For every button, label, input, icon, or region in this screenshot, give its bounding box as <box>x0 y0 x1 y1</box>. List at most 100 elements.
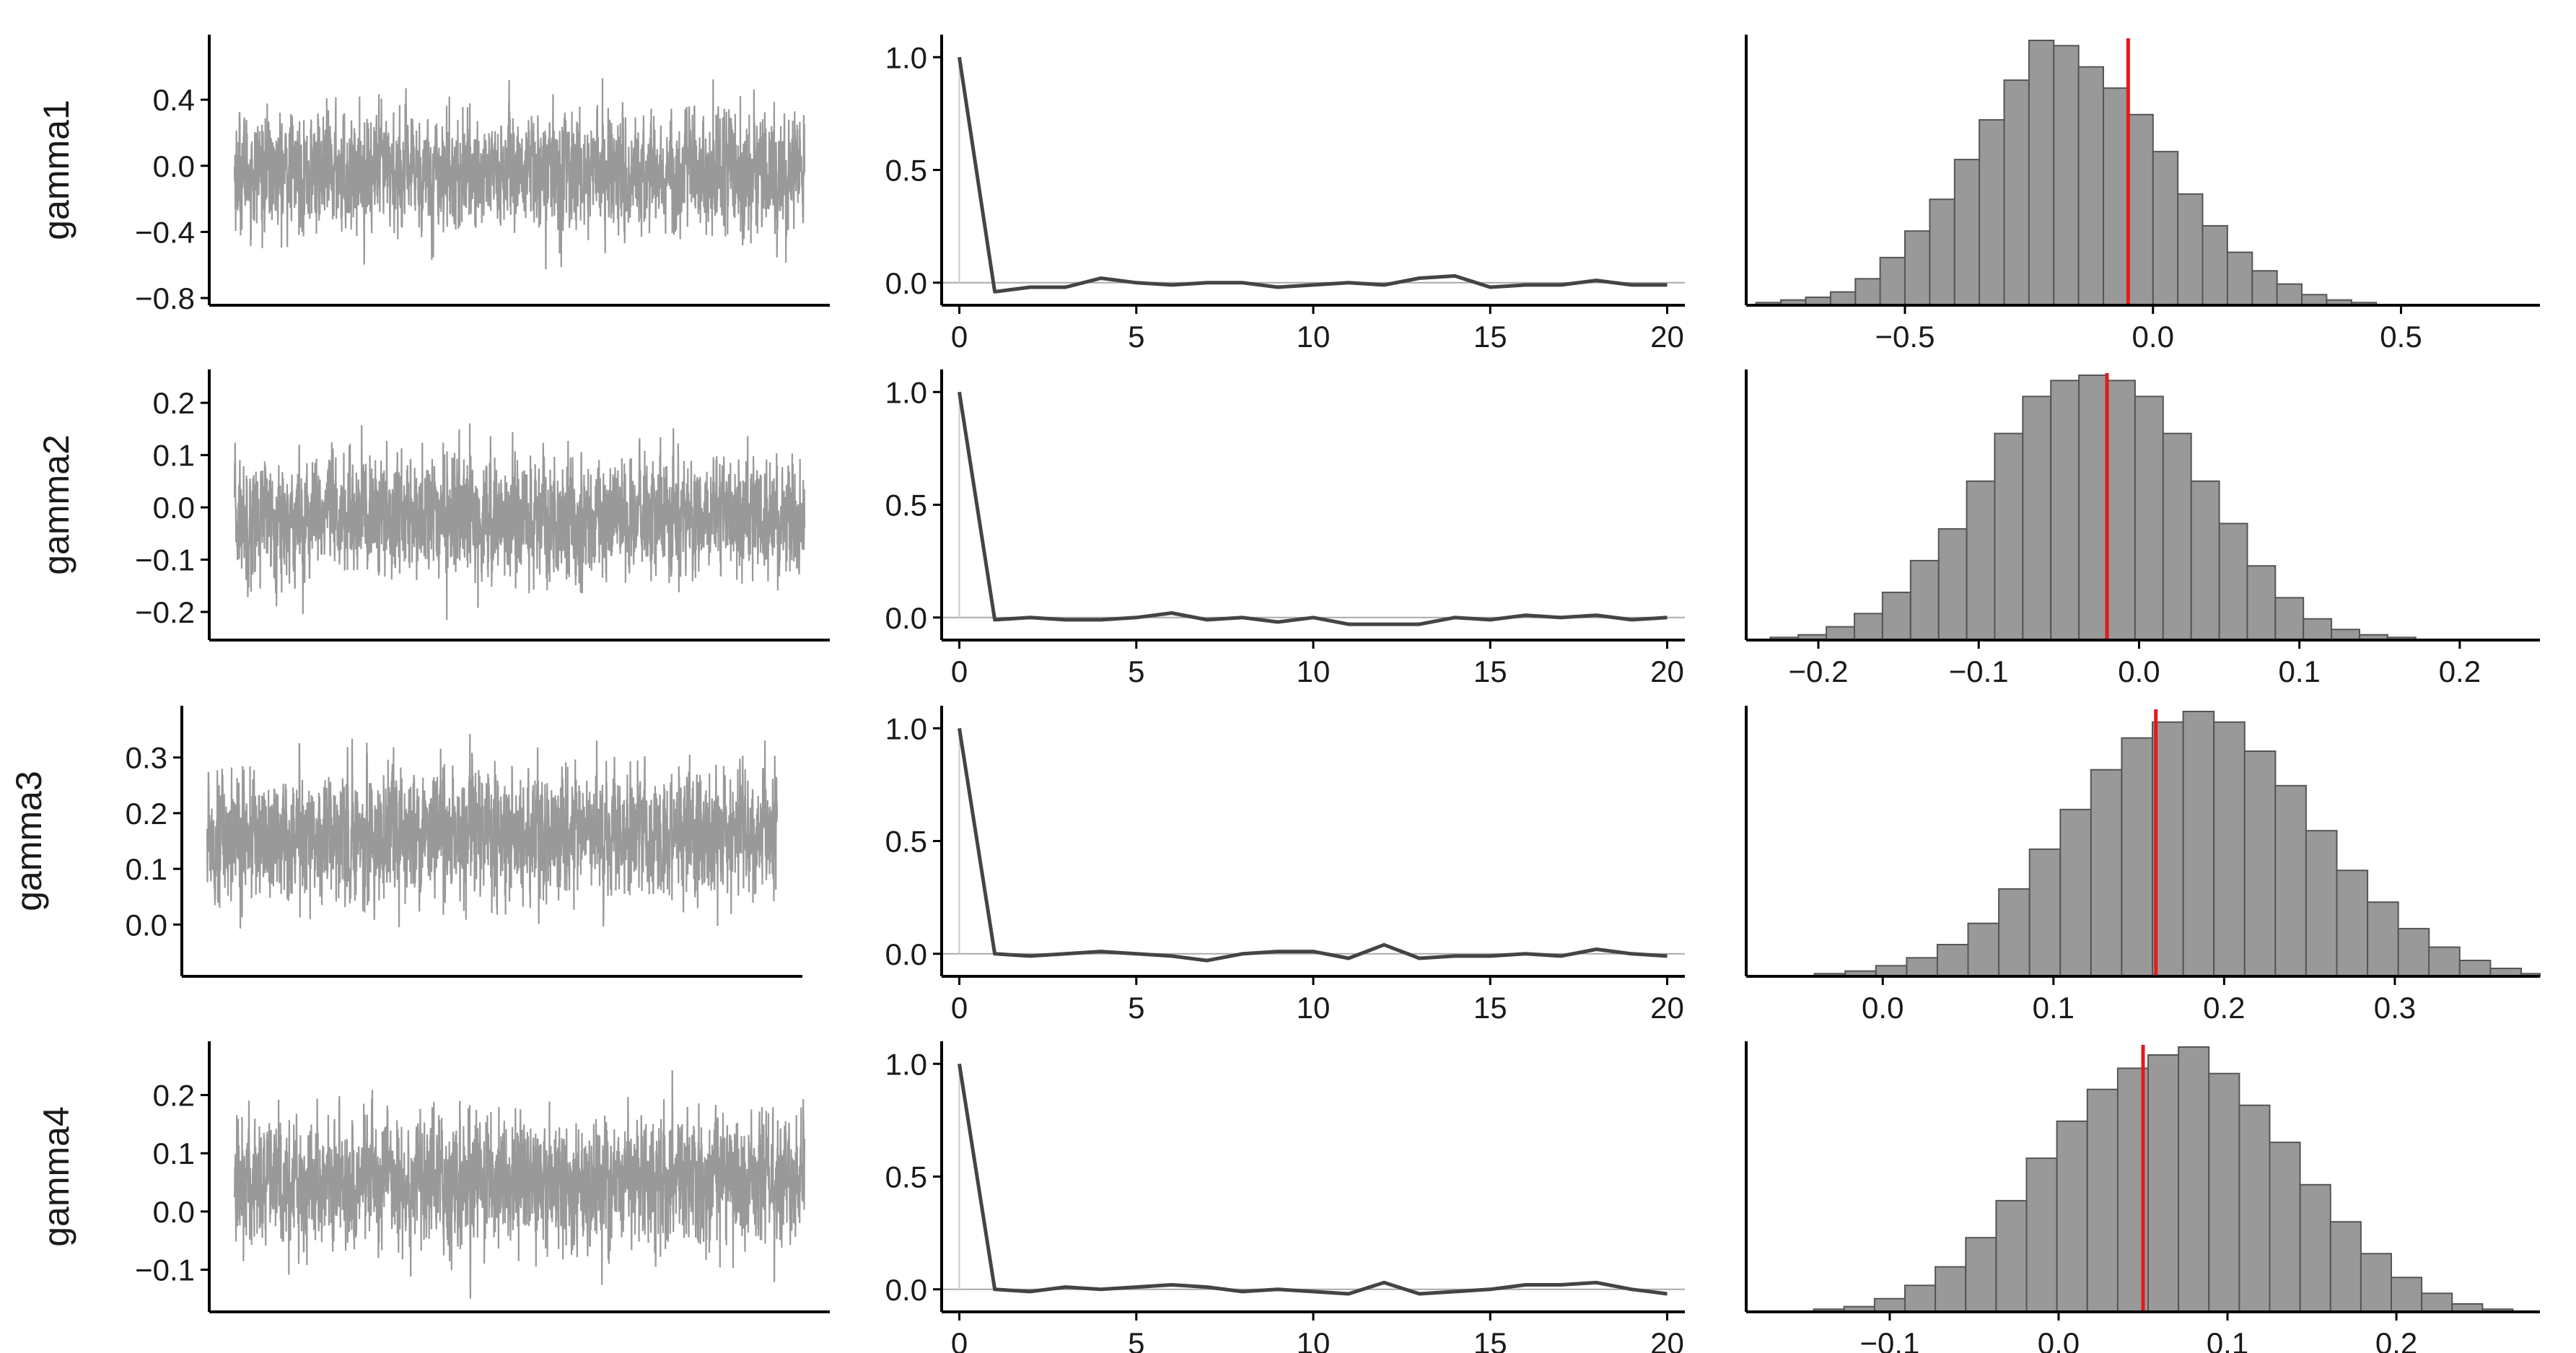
histogram-bar <box>2276 283 2303 307</box>
acf-y-tick-label: 0.5 <box>885 1160 927 1194</box>
hist-x-tick-label: 0.0 <box>2118 654 2160 688</box>
trace-y-tick-label: −0.2 <box>135 595 195 629</box>
histogram-bar <box>2331 629 2361 641</box>
trace-y-tick-label: 0.0 <box>153 491 195 525</box>
hist-x-tick-label: 0.0 <box>2038 1326 2080 1353</box>
acf-x-tick-label: 20 <box>1650 1326 1684 1353</box>
trace-y-tick-label: 0.4 <box>153 83 195 117</box>
trace-plot: −0.2 −0.1 0.0 0.1 0.2 <box>135 369 830 642</box>
histogram-bar <box>2458 960 2492 977</box>
acf-y-tick-label: 0.0 <box>885 937 927 971</box>
histogram-plot: −0.1 0.0 0.1 0.2 <box>1745 1041 2540 1353</box>
trace-y-tick-label: 0.1 <box>126 852 167 886</box>
histogram-bar <box>2391 1277 2423 1313</box>
histogram-bar <box>2028 848 2062 978</box>
acf-x-tick-label: 10 <box>1297 320 1331 354</box>
acf-line <box>958 1063 1668 1296</box>
hist-x-tick-label: 0.1 <box>2278 654 2320 688</box>
histogram-bar <box>2274 784 2307 978</box>
histogram-bar <box>2050 380 2080 641</box>
hist-x-tick-label: 0.5 <box>2380 320 2422 354</box>
histogram-bar <box>1829 291 1857 307</box>
acf-y-tick-label: 1.0 <box>885 375 927 409</box>
histogram-bar <box>1879 256 1906 306</box>
histogram-bar <box>1906 957 1938 978</box>
hist-x-tick-label: −0.2 <box>1789 654 1849 688</box>
histogram-bar <box>2078 375 2108 641</box>
acf-plot: 0.0 0.5 1.0 0 5 10 15 20 <box>885 1041 1685 1353</box>
acf-x-tick-label: 10 <box>1297 991 1331 1025</box>
histogram-bar <box>2190 480 2220 641</box>
histogram-bar <box>2336 870 2369 977</box>
histogram-bar <box>2077 66 2105 306</box>
histogram-bar <box>1875 965 1908 978</box>
histogram-bar <box>1937 527 1968 642</box>
histogram-bar <box>2134 395 2164 642</box>
hist-x-tick-label: 0.0 <box>1862 991 1903 1025</box>
histogram-bar <box>2053 45 2080 307</box>
acf-x-tick-label: 15 <box>1473 991 1507 1025</box>
histogram-bar <box>1998 888 2030 978</box>
hist-x-tick-label: 0.2 <box>2439 654 2481 688</box>
acf-x-tick-label: 5 <box>1128 654 1144 688</box>
histogram-bar <box>2269 1142 2301 1313</box>
histogram-bar <box>1979 119 2005 306</box>
acf-x-tick-label: 10 <box>1297 654 1331 688</box>
histogram-bar <box>2147 1054 2180 1313</box>
acf-line <box>958 727 1668 963</box>
acf-x-tick-label: 5 <box>1128 991 1144 1025</box>
histogram-bar <box>2274 597 2305 641</box>
histogram-bar <box>1909 559 1940 642</box>
diagnostic-row-gamma2: gamma2 −0.2 −0.1 0.0 0.1 0.2 0.0 0.5 1.0 0 5 10 15 20… <box>36 369 2540 688</box>
histogram-bar <box>2177 193 2204 306</box>
histogram-bar <box>2301 294 2328 306</box>
trace-y-tick-label: 0.2 <box>153 386 195 420</box>
histogram-bar <box>2243 750 2277 977</box>
acf-plot: 0.0 0.5 1.0 0 5 10 15 20 <box>885 706 1685 1025</box>
histogram-bar <box>1953 159 1981 306</box>
hist-x-tick-label: −0.5 <box>1875 320 1935 354</box>
trace-y-tick-label: −0.1 <box>135 543 195 577</box>
acf-y-tick-label: 1.0 <box>885 40 927 74</box>
histogram-bar <box>2178 1046 2210 1313</box>
acf-plot: 0.0 0.5 1.0 0 5 10 15 20 <box>885 35 1685 354</box>
trace-plot: −0.8 −0.4 0.0 0.4 <box>135 35 830 315</box>
trace-y-tick-label: 0.1 <box>153 439 195 473</box>
histogram-bar <box>1904 230 1931 307</box>
trace-y-tick-label: 0.0 <box>126 908 167 942</box>
acf-x-tick-label: 0 <box>951 320 968 354</box>
histogram-bar <box>2025 1157 2058 1313</box>
histogram-bar <box>1965 1237 1997 1313</box>
row-label: gamma4 <box>36 1106 76 1247</box>
histogram-bar <box>1967 922 2000 977</box>
histogram-bar <box>2299 1183 2331 1313</box>
histogram-plot: −0.2 −0.1 0.0 0.1 0.2 <box>1745 369 2540 688</box>
histogram-bar <box>1935 1266 1967 1313</box>
hist-x-tick-label: −0.1 <box>1949 654 2009 688</box>
trace-plot: −0.1 0.0 0.1 0.2 <box>135 1041 830 1313</box>
acf-x-tick-label: 15 <box>1473 320 1507 354</box>
hist-x-tick-label: 0.0 <box>2132 320 2174 354</box>
trace-y-tick-label: 0.0 <box>153 1195 195 1229</box>
histogram-bar <box>2226 251 2253 307</box>
histogram-bar <box>2182 711 2215 977</box>
hist-x-tick-label: 0.3 <box>2374 991 2416 1025</box>
histogram-bar <box>2121 737 2153 977</box>
histogram-bar <box>2360 1253 2392 1313</box>
histogram-bar <box>2305 830 2338 977</box>
acf-y-tick-label: 0.0 <box>885 601 927 635</box>
histogram-bar <box>1966 480 1996 641</box>
acf-x-tick-label: 20 <box>1650 320 1684 354</box>
acf-x-tick-label: 0 <box>951 654 968 688</box>
histogram-bar <box>1854 613 1883 641</box>
trace-y-tick-label: −0.4 <box>135 215 195 249</box>
trace-line <box>206 734 779 929</box>
hist-x-tick-label: 0.2 <box>2375 1326 2417 1353</box>
trace-y-tick-label: 0.0 <box>153 149 195 183</box>
histogram-bar <box>2090 769 2123 977</box>
histogram-bar <box>1904 1284 1937 1313</box>
trace-y-tick-label: 0.1 <box>153 1137 195 1170</box>
histogram-bar <box>2106 380 2136 641</box>
diagnostic-row-gamma4: gamma4 −0.1 0.0 0.1 0.2 0.0 0.5 1.0 0 5 10 15 20 −0.1… <box>36 1041 2540 1353</box>
